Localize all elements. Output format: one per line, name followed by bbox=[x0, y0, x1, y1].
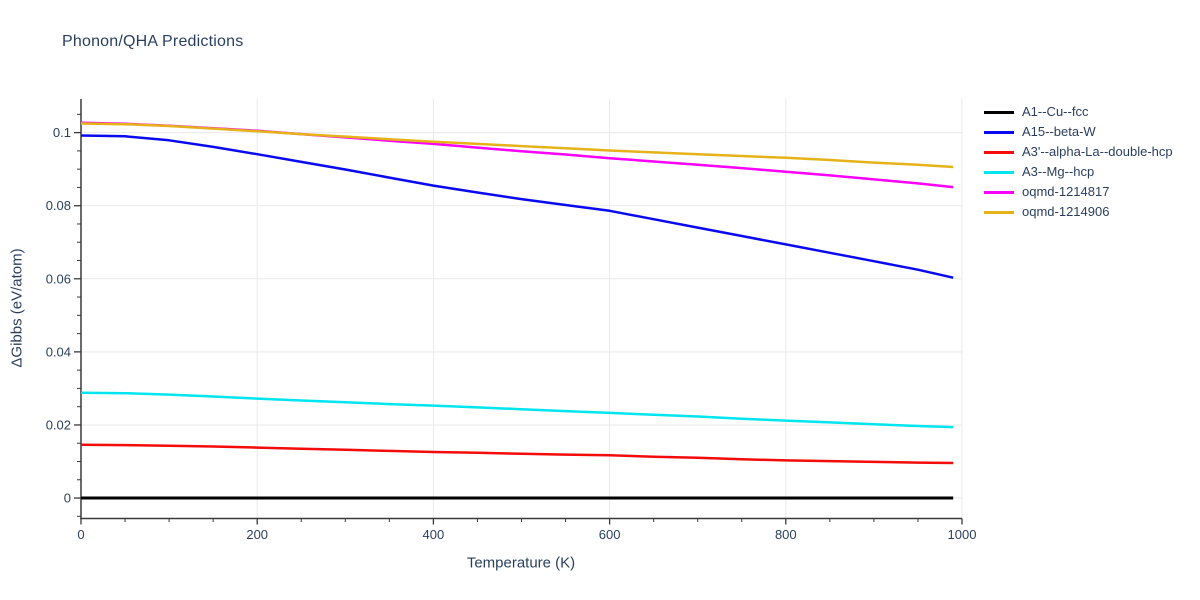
legend-line-swatch bbox=[984, 150, 1014, 154]
legend-item-label: A3'--alpha-La--double-hcp bbox=[1022, 144, 1173, 159]
x-tick-label: 0 bbox=[77, 527, 84, 542]
legend-item-label: A15--beta-W bbox=[1022, 124, 1096, 139]
legend-item-label: oqmd-1214817 bbox=[1022, 184, 1110, 199]
legend-item[interactable]: oqmd-1214906 bbox=[984, 202, 1173, 222]
y-tick-label: 0 bbox=[64, 491, 71, 506]
legend-line-swatch bbox=[984, 110, 1014, 114]
legend-line-swatch bbox=[984, 190, 1014, 194]
legend: A1--Cu--fcc A15--beta-W A3'--alpha-La--dou… bbox=[984, 102, 1173, 222]
x-tick-label: 200 bbox=[246, 527, 268, 542]
y-tick-label: 0.04 bbox=[46, 344, 71, 359]
y-tick-label: 0.02 bbox=[46, 417, 71, 432]
legend-line-swatch bbox=[984, 210, 1014, 214]
legend-item[interactable]: oqmd-1214817 bbox=[984, 182, 1173, 202]
x-axis-title: Temperature (K) bbox=[466, 554, 576, 572]
y-tick-label: 0.1 bbox=[53, 125, 71, 140]
legend-item[interactable]: A15--beta-W bbox=[984, 122, 1173, 142]
y-tick-label: 0.06 bbox=[46, 271, 71, 286]
series-line-a15-beta-w[interactable] bbox=[80, 134, 954, 279]
series-line-oqmd-1214906[interactable] bbox=[80, 122, 954, 169]
x-tick-label: 400 bbox=[423, 527, 445, 542]
legend-item-label: A1--Cu--fcc bbox=[1022, 104, 1089, 119]
x-tick-label: 800 bbox=[775, 527, 797, 542]
legend-item[interactable]: A1--Cu--fcc bbox=[984, 102, 1173, 122]
legend-line-swatch bbox=[984, 130, 1014, 134]
legend-item[interactable]: A3--Mg--hcp bbox=[984, 162, 1173, 182]
legend-item-label: oqmd-1214906 bbox=[1022, 204, 1110, 219]
y-axis-title: ΔGibbs (eV/atom) bbox=[8, 248, 26, 368]
x-tick-label: 1000 bbox=[948, 527, 977, 542]
x-tick-label: 600 bbox=[599, 527, 621, 542]
series-line-a3-alpha-la-double-hcp[interactable] bbox=[80, 443, 954, 465]
y-tick-label: 0.08 bbox=[46, 198, 71, 213]
legend-item-label: A3--Mg--hcp bbox=[1022, 164, 1095, 179]
legend-item[interactable]: A3'--alpha-La--double-hcp bbox=[984, 142, 1173, 162]
legend-line-swatch bbox=[984, 170, 1014, 174]
series-line-a3-mg-hcp[interactable] bbox=[80, 391, 954, 429]
chart-title: Phonon/QHA Predictions bbox=[62, 33, 244, 50]
